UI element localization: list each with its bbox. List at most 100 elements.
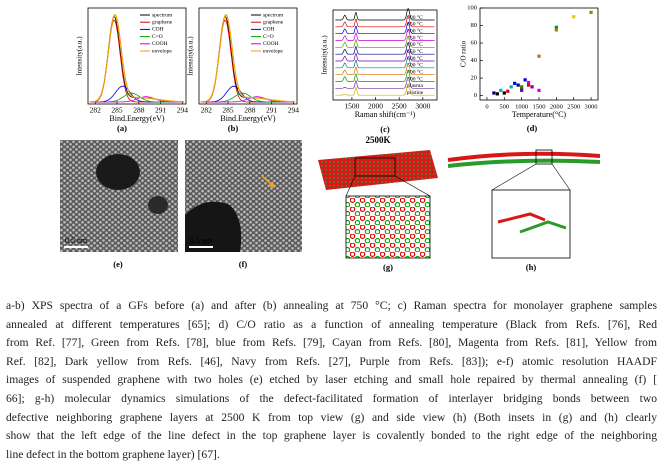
x-axis-label: Bind.Energy(eV) — [109, 114, 165, 123]
legend-label: graphene — [152, 19, 173, 25]
caption-line: 66]; g-h) molecular dynamics simulations… — [6, 392, 657, 405]
data-point — [499, 88, 503, 92]
plot-frame — [87, 7, 187, 105]
data-point — [513, 81, 517, 85]
trace-label: plasma — [407, 83, 423, 89]
spectrum-curve — [200, 16, 295, 103]
panel-label: (c) — [380, 124, 390, 134]
panel-label: (h) — [526, 262, 537, 272]
x-tick-label: 294 — [288, 106, 300, 115]
y-axis-label: Intensity(a.u.) — [187, 36, 195, 76]
legend-label: C=O — [152, 34, 163, 40]
panel-label: (a) — [117, 123, 127, 133]
x-tick-label: 2000 — [550, 103, 563, 110]
legend-label: spectrum — [152, 12, 173, 18]
panel-label: (f) — [239, 259, 248, 269]
raman-trace — [335, 14, 435, 28]
panel-title: 2500K — [365, 135, 390, 145]
trace-label: 750 °C — [407, 34, 423, 41]
top-layer — [497, 212, 546, 224]
caption-line: Ref. [82], Dark yellow from Refs. [46], … — [6, 354, 657, 368]
inset — [345, 195, 431, 259]
x-axis-label: Bind.Energy(eV) — [220, 114, 276, 123]
legend-label: C=O — [263, 34, 274, 40]
raman-trace — [335, 21, 435, 35]
spectrum-curve — [89, 16, 184, 103]
bottom-layer — [447, 158, 601, 168]
spectrum-curve — [89, 96, 184, 103]
x-tick-label: 1500 — [344, 102, 359, 111]
data-point — [520, 87, 524, 91]
raman-trace — [335, 76, 435, 89]
raman-trace — [335, 42, 435, 55]
caption-line: line defect in the bottom graphene layer… — [6, 447, 220, 461]
trace-label: 600 °C — [407, 55, 423, 62]
data-point — [554, 25, 558, 29]
data-point — [526, 80, 531, 85]
legend-label: COH — [263, 27, 275, 33]
data-point — [554, 28, 558, 32]
x-tick-label: 285 — [222, 106, 234, 115]
trace-label: 650 °C — [407, 48, 423, 55]
legend-label: COOH — [152, 41, 168, 47]
legend-label: envelope — [152, 48, 172, 54]
spectrum-curve — [200, 96, 295, 103]
spectrum-curve — [200, 19, 295, 103]
data-point — [502, 91, 506, 95]
inset-box — [535, 149, 553, 165]
raman-trace — [335, 28, 435, 41]
legend-label: spectrum — [263, 12, 284, 18]
x-tick-label: 2000 — [368, 102, 383, 111]
plot-frame — [479, 7, 599, 101]
spectrum-curve — [89, 19, 184, 103]
caption-line: annealed at different temperatures [65];… — [6, 317, 657, 331]
raman-trace — [335, 55, 435, 69]
caption-line: images of suspended graphene with two ho… — [6, 373, 657, 387]
x-axis-label: Temperature(°C) — [512, 110, 567, 119]
data-point — [495, 92, 499, 96]
x-tick-label: 500 — [499, 103, 509, 110]
trace-label: 500 °C — [407, 62, 423, 69]
data-point — [589, 10, 593, 14]
y-tick-label: 80 — [471, 22, 478, 29]
plot-frame — [332, 9, 438, 101]
panel-label: (e) — [113, 259, 123, 269]
inset-box — [354, 157, 396, 177]
x-tick-label: 291 — [155, 106, 167, 115]
spectrum-curve — [89, 14, 184, 103]
x-tick-label: 294 — [177, 106, 189, 115]
legend-label: COH — [152, 27, 164, 33]
panel-label: (b) — [228, 123, 239, 133]
trace-label: 300 °C — [407, 75, 423, 82]
data-point — [537, 88, 541, 92]
spectrum-curve — [200, 85, 295, 103]
raman-trace — [335, 69, 435, 82]
x-tick-label: 282 — [201, 106, 213, 115]
data-point — [520, 88, 524, 92]
y-tick-label: 0 — [474, 92, 477, 99]
x-tick-label: 0 — [485, 103, 488, 110]
x-tick-label: 291 — [266, 106, 278, 115]
caption-line: show that the left edge of the line defe… — [6, 429, 657, 443]
data-point — [506, 89, 510, 93]
trace-label: 400 °C — [407, 68, 423, 75]
top-layer — [447, 151, 601, 162]
spectrum-curve — [89, 85, 184, 103]
hole — [96, 154, 140, 190]
spectrum-curve — [200, 14, 295, 103]
figure: 282 285 288 291 294spectrumgrapheneCOHC=OCOO… — [60, 4, 601, 272]
trace-label: 800 °C — [407, 27, 423, 34]
bottom-layer — [519, 220, 567, 234]
y-axis-label: Intensity(a.u.) — [321, 35, 329, 75]
trace-label: 900 °C — [407, 14, 423, 21]
x-tick-label: 2500 — [392, 102, 407, 111]
panel-label: (d) — [527, 123, 538, 133]
y-axis-label: C/O ratio — [460, 40, 468, 67]
x-tick-label: 285 — [111, 106, 123, 115]
data-point — [530, 85, 534, 89]
inset-line — [491, 163, 537, 191]
x-tick-label: 1500 — [533, 103, 546, 110]
y-tick-label: 40 — [471, 57, 478, 64]
data-point — [523, 78, 527, 82]
caption-line: from Ref. [77], Green from Refs. [78], b… — [6, 336, 657, 350]
